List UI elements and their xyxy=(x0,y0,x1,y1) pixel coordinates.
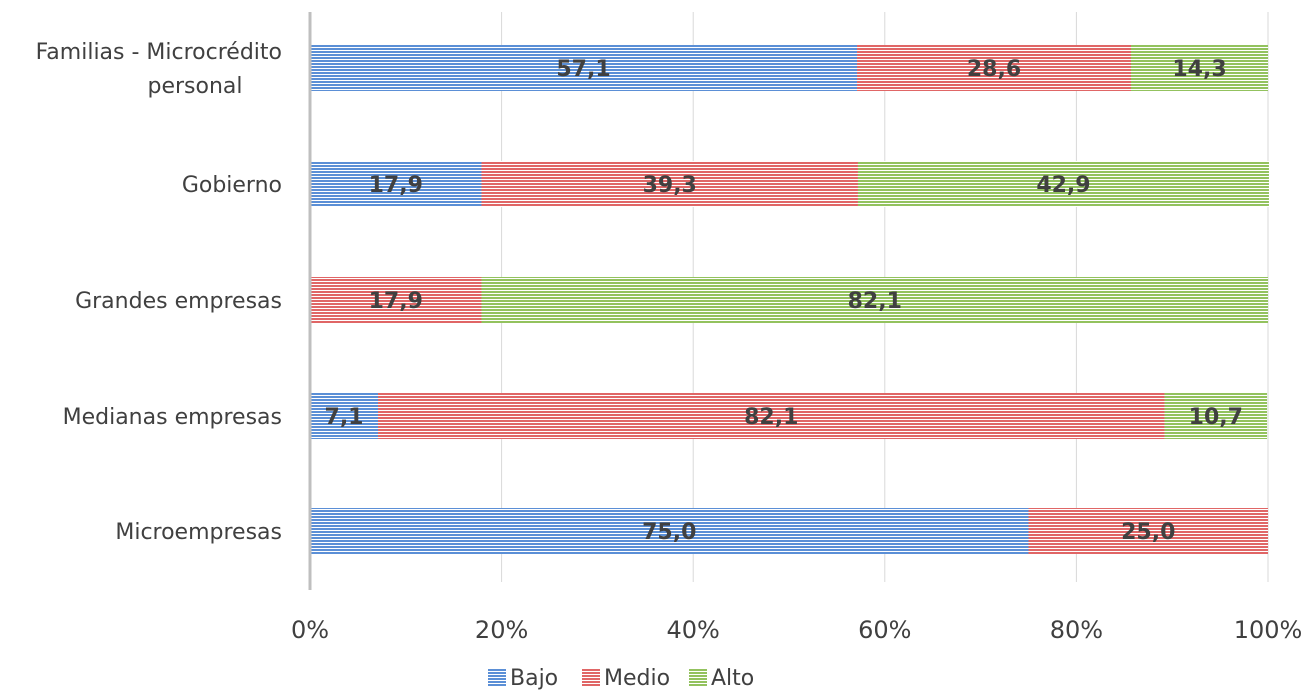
category-label: Familias - Microcrédito xyxy=(36,40,282,65)
legend-swatch-medio xyxy=(582,669,600,687)
data-label: 25,0 xyxy=(1121,520,1175,545)
legend: Bajo Medio Alto xyxy=(488,666,754,691)
data-label: 7,1 xyxy=(325,405,364,430)
bar-segment-medio xyxy=(481,161,858,207)
x-tick-label: 20% xyxy=(475,616,528,644)
bar-segment-medio xyxy=(1028,508,1268,554)
category-label: personal xyxy=(147,74,242,99)
legend-label-alto: Alto xyxy=(711,666,754,691)
data-label: 75,0 xyxy=(642,520,696,545)
legend-swatch-alto xyxy=(689,669,707,687)
bar-segment-bajo xyxy=(310,45,858,91)
bar-segment-medio xyxy=(857,45,1132,91)
bars xyxy=(310,45,1269,554)
bar-segment-bajo xyxy=(310,161,482,207)
data-label: 17,9 xyxy=(369,289,423,314)
data-label: 57,1 xyxy=(556,57,610,82)
category-label: Microempresas xyxy=(115,520,282,545)
x-tick-labels: 0% 20% 40% 60% 80% 100% xyxy=(291,616,1302,644)
legend-swatch-bajo xyxy=(488,669,506,687)
data-label: 82,1 xyxy=(848,289,902,314)
data-label: 10,7 xyxy=(1189,405,1243,430)
category-label: Gobierno xyxy=(182,173,282,198)
data-label: 42,9 xyxy=(1036,173,1090,198)
bar-segment-medio xyxy=(378,393,1165,439)
category-labels: Familias - Microcrédito personal Gobierno G… xyxy=(36,40,282,545)
category-label: Medianas empresas xyxy=(63,405,282,430)
bar-segment-bajo xyxy=(310,508,1029,554)
data-label: 82,1 xyxy=(744,405,798,430)
bar-segment-alto xyxy=(1164,393,1268,439)
bar-segment-alto xyxy=(857,161,1269,207)
data-label: 28,6 xyxy=(967,57,1021,82)
bar-segment-bajo xyxy=(310,393,379,439)
x-tick-label: 40% xyxy=(667,616,720,644)
data-labels: 57,1 28,6 14,3 17,9 39,3 42,9 17,9 82,1 7,1 82,1 1… xyxy=(325,57,1243,545)
category-label: Grandes empresas xyxy=(75,289,282,314)
bar-segment-alto xyxy=(1131,45,1268,91)
x-tick-label: 80% xyxy=(1050,616,1103,644)
bar-segment-alto xyxy=(481,277,1268,323)
legend-label-bajo: Bajo xyxy=(510,666,558,691)
data-label: 14,3 xyxy=(1172,57,1226,82)
data-label: 17,9 xyxy=(369,173,423,198)
legend-label-medio: Medio xyxy=(604,666,670,691)
bar-segment-medio xyxy=(310,277,482,323)
x-tick-label: 100% xyxy=(1234,616,1303,644)
data-label: 39,3 xyxy=(643,173,697,198)
x-tick-label: 0% xyxy=(291,616,329,644)
x-tick-label: 60% xyxy=(858,616,911,644)
